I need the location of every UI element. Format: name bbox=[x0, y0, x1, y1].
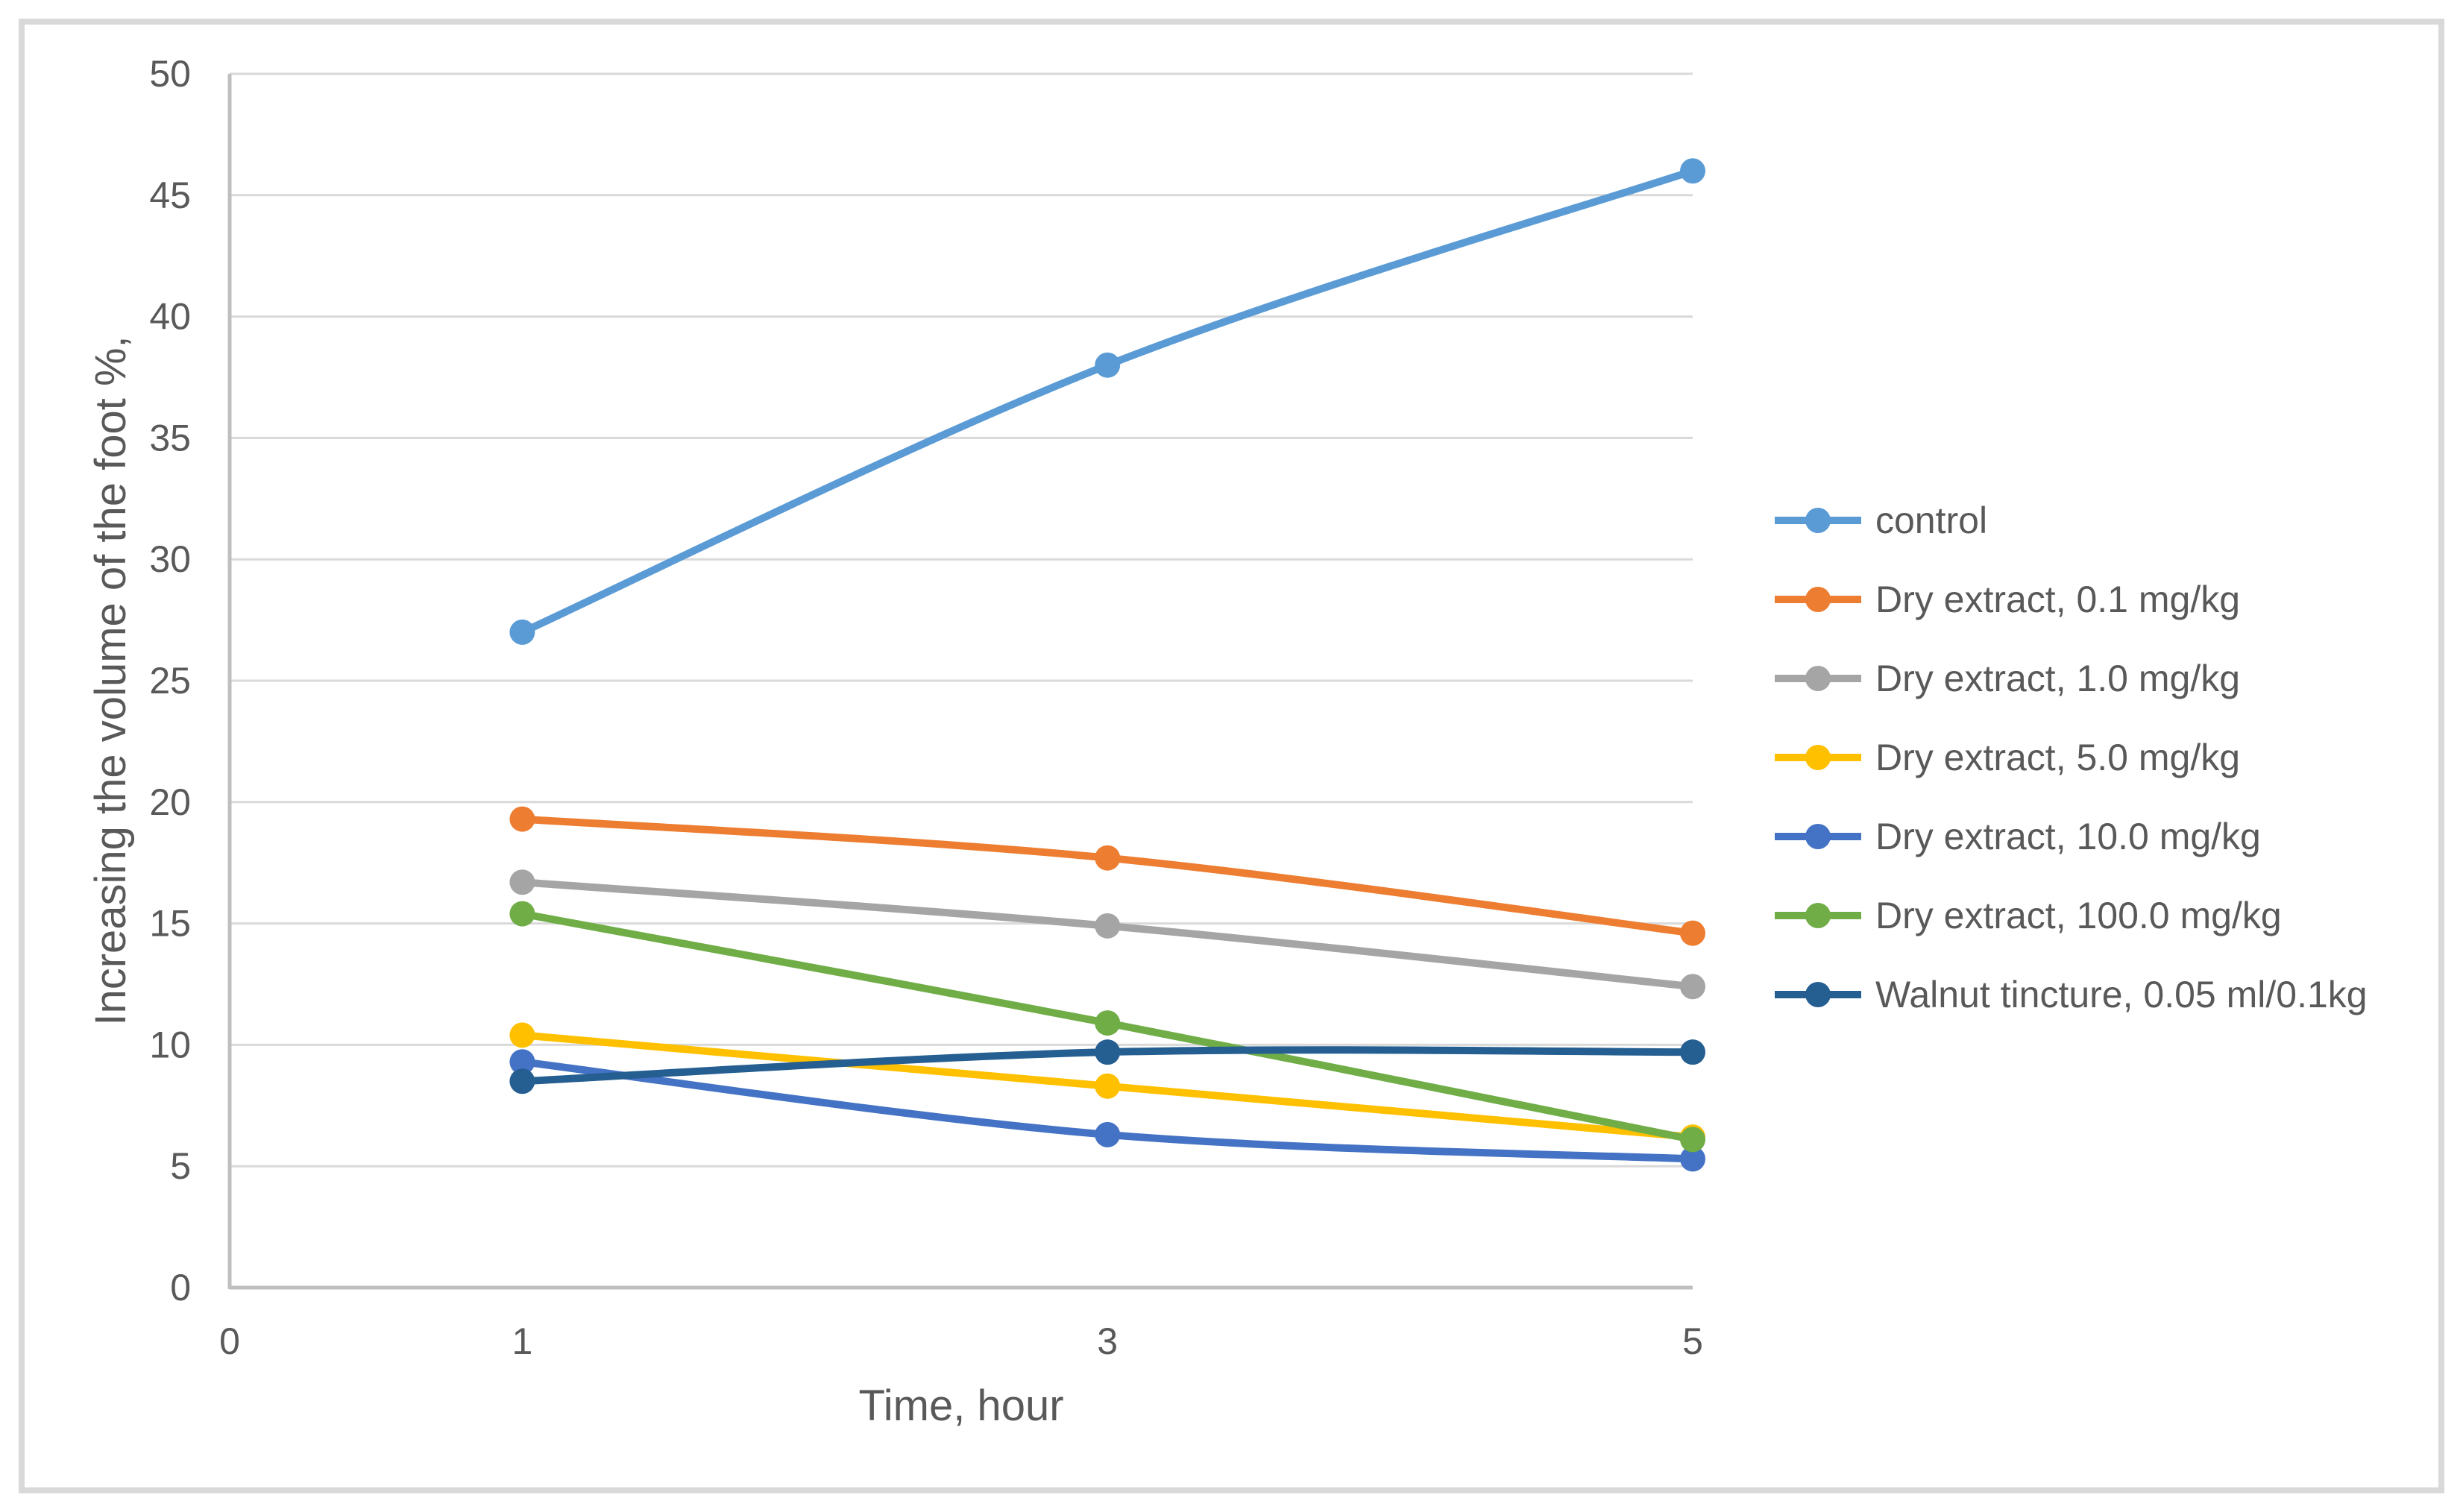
data-point-marker bbox=[509, 619, 535, 645]
legend-marker bbox=[1805, 587, 1831, 612]
legend-label: Dry extract, 0.1 mg/kg bbox=[1875, 579, 2240, 620]
x-tick-label: 1 bbox=[512, 1320, 532, 1362]
data-point-marker bbox=[1095, 352, 1121, 378]
data-point-marker bbox=[1680, 1039, 1705, 1065]
legend-item: Dry extract, 5.0 mg/kg bbox=[1775, 737, 2240, 778]
data-point-marker bbox=[1095, 1039, 1121, 1065]
x-axis-tick-labels: 0 1 3 5 bbox=[219, 1320, 1703, 1362]
series-line bbox=[518, 167, 1696, 636]
data-point-marker bbox=[1095, 845, 1121, 871]
legend-marker bbox=[1805, 666, 1831, 691]
data-point-marker bbox=[1095, 1121, 1121, 1147]
y-tick-label: 40 bbox=[149, 296, 191, 338]
data-point-marker bbox=[1095, 1073, 1121, 1099]
y-tick-label: 10 bbox=[149, 1024, 191, 1065]
legend-item: Dry extract, 100.0 mg/kg bbox=[1775, 895, 2282, 936]
legend-marker bbox=[1805, 982, 1831, 1007]
legend: control Dry extract, 0.1 mg/kg Dry extract… bbox=[1775, 500, 2368, 1015]
legend-label: Dry extract, 1.0 mg/kg bbox=[1875, 658, 2240, 699]
y-tick-label: 35 bbox=[149, 417, 191, 459]
y-tick-label: 45 bbox=[149, 174, 191, 216]
legend-marker bbox=[1805, 745, 1831, 770]
chart-frame-border bbox=[19, 19, 2444, 1493]
y-tick-label: 20 bbox=[149, 781, 191, 823]
gridlines bbox=[230, 72, 1693, 1168]
x-axis-title: Time, hour bbox=[858, 1382, 1063, 1430]
y-axis-title: Increasing the volume of the foot %, bbox=[86, 336, 135, 1025]
data-point-marker bbox=[509, 1022, 535, 1048]
series-lines bbox=[509, 158, 1705, 1172]
series-dry-extract-1-0-mg-kg bbox=[509, 869, 1705, 1000]
legend-label: Dry extract, 100.0 mg/kg bbox=[1875, 895, 2282, 936]
y-axis-tick-labels: 0 5 10 15 20 25 30 35 40 45 50 bbox=[149, 53, 191, 1308]
data-point-marker bbox=[509, 1049, 535, 1075]
legend-item: Walnut tincture, 0.05 ml/0.1kg bbox=[1775, 974, 2368, 1015]
data-point-marker bbox=[1680, 158, 1705, 184]
legend-item: Dry extract, 0.1 mg/kg bbox=[1775, 579, 2240, 620]
legend-marker bbox=[1805, 903, 1831, 928]
y-tick-label: 0 bbox=[170, 1267, 191, 1308]
data-point-marker bbox=[1680, 1127, 1705, 1153]
legend-marker bbox=[1805, 508, 1831, 533]
data-point-marker bbox=[1095, 913, 1121, 939]
series-control bbox=[509, 158, 1705, 645]
axes bbox=[227, 74, 1693, 1290]
x-tick-label: 0 bbox=[219, 1320, 240, 1362]
data-point-marker bbox=[1680, 1146, 1705, 1172]
y-tick-label: 50 bbox=[149, 53, 191, 95]
y-tick-label: 5 bbox=[170, 1145, 191, 1187]
data-point-marker bbox=[509, 901, 535, 927]
y-tick-label: 25 bbox=[149, 660, 191, 702]
series-dry-extract-10-0-mg-kg bbox=[509, 1049, 1705, 1172]
x-tick-label: 3 bbox=[1097, 1320, 1118, 1362]
legend-label: control bbox=[1875, 500, 1987, 541]
legend-marker bbox=[1805, 824, 1831, 849]
legend-label: Dry extract, 5.0 mg/kg bbox=[1875, 737, 2240, 778]
data-point-marker bbox=[509, 806, 535, 832]
series-dry-extract-0-1-mg-kg bbox=[509, 806, 1705, 946]
legend-label: Walnut tincture, 0.05 ml/0.1kg bbox=[1875, 974, 2368, 1015]
data-point-marker bbox=[1680, 920, 1705, 946]
data-point-marker bbox=[509, 1068, 535, 1094]
legend-item: control bbox=[1775, 500, 1987, 541]
legend-item: Dry extract, 10.0 mg/kg bbox=[1775, 816, 2261, 857]
data-point-marker bbox=[509, 869, 535, 895]
legend-label: Dry extract, 10.0 mg/kg bbox=[1875, 816, 2261, 857]
data-point-marker bbox=[1680, 974, 1705, 1000]
series-dry-extract-100-0-mg-kg bbox=[509, 901, 1705, 1153]
y-tick-label: 15 bbox=[149, 903, 191, 945]
x-tick-label: 5 bbox=[1682, 1320, 1703, 1362]
data-point-marker bbox=[1095, 1010, 1121, 1036]
series-walnut-tincture-0-05-ml-0-1kg bbox=[509, 1039, 1705, 1094]
y-tick-label: 30 bbox=[149, 538, 191, 580]
legend-item: Dry extract, 1.0 mg/kg bbox=[1775, 658, 2240, 699]
